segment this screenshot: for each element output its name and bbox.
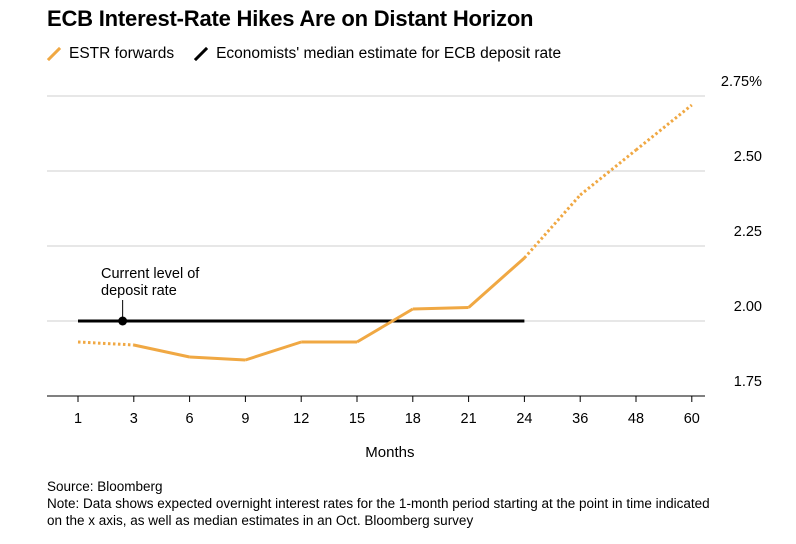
legend-label-estr: ESTR forwards xyxy=(69,45,175,62)
series-estr-segment xyxy=(133,343,190,359)
annotation-text-line-1: Current level of xyxy=(101,266,200,282)
x-tick-label: 3 xyxy=(130,411,138,427)
note-line-2: on the x axis, as well as median estimat… xyxy=(47,513,474,528)
series-estr-dotted-segment xyxy=(579,148,637,197)
series-estr-segment xyxy=(412,306,469,311)
legend-label-economists: Economists' median estimate for ECB depo… xyxy=(216,45,562,62)
series-estr-segment xyxy=(356,307,414,344)
legend-swatch-economists xyxy=(194,47,209,61)
x-axis-title: Months xyxy=(365,444,414,461)
x-tick-label: 36 xyxy=(572,411,588,427)
series-estr-dotted-segment xyxy=(77,340,134,347)
legend-item-economists: Economists' median estimate for ECB depo… xyxy=(194,45,561,63)
x-tick-label: 21 xyxy=(461,411,477,427)
x-tick-label: 24 xyxy=(516,411,532,427)
series-estr-segment xyxy=(467,256,526,309)
note-line-1: Note: Data shows expected overnight inte… xyxy=(47,496,710,511)
x-tick-label: 15 xyxy=(349,411,365,427)
y-tick-label: 2.50 xyxy=(734,149,762,165)
series-estr-segment xyxy=(189,355,246,362)
y-tick-label: 2.75% xyxy=(721,74,762,90)
x-tick-label: 12 xyxy=(293,411,309,427)
x-tick-label: 6 xyxy=(186,411,194,427)
series-estr-segment xyxy=(244,340,302,362)
series-estr-dotted-segment xyxy=(635,103,693,152)
chart-legend: ESTR forwards Economists' median estimat… xyxy=(47,45,581,63)
annotation-text-line-2: deposit rate xyxy=(101,283,177,299)
y-tick-label: 1.75 xyxy=(734,374,762,390)
series-estr-dotted-segment xyxy=(523,194,582,259)
x-tick-label: 48 xyxy=(628,411,644,427)
x-tick-label: 18 xyxy=(405,411,421,427)
legend-swatch-estr xyxy=(47,47,61,61)
source-note: Source: Bloomberg xyxy=(47,479,163,494)
y-tick-label: 2.25 xyxy=(734,224,762,240)
y-tick-label: 2.00 xyxy=(734,299,762,315)
x-tick-label: 60 xyxy=(684,411,700,427)
x-tick-label: 9 xyxy=(241,411,249,427)
legend-item-estr: ESTR forwards xyxy=(47,45,174,63)
chart-title: ECB Interest-Rate Hikes Are on Distant H… xyxy=(47,6,534,31)
x-tick-label: 1 xyxy=(74,411,82,427)
